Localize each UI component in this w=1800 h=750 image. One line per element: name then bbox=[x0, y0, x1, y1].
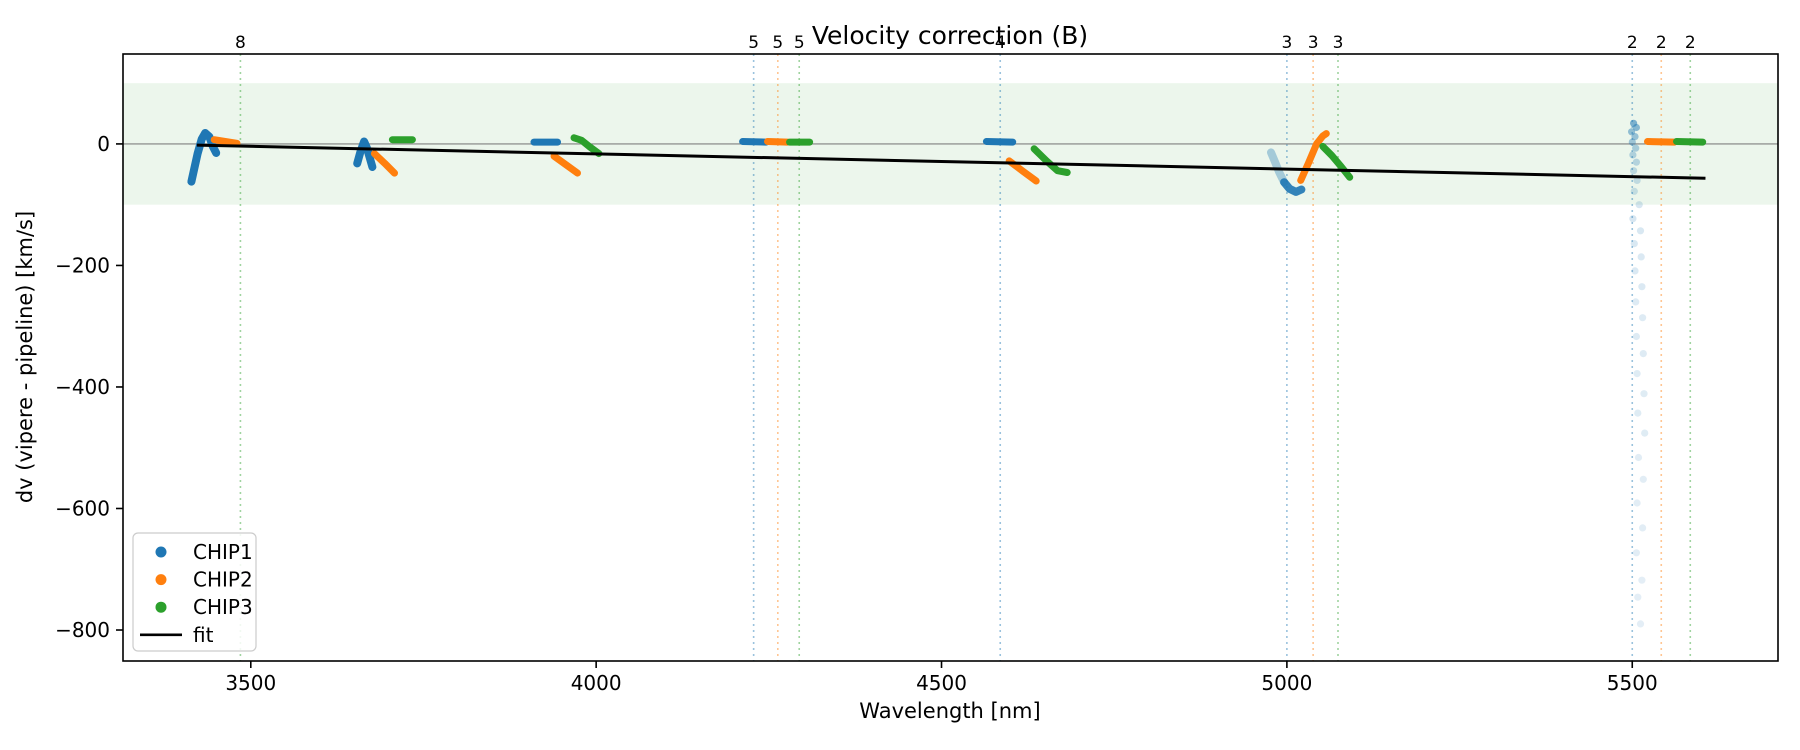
chip1-dot bbox=[1633, 370, 1641, 378]
y-tick-label: −800 bbox=[55, 618, 110, 642]
y-tick-label: −200 bbox=[55, 253, 110, 277]
axes-spines bbox=[122, 53, 1779, 662]
legend-marker-chip1 bbox=[155, 546, 167, 558]
chip1-dot bbox=[1632, 549, 1640, 557]
order-marker-count: 3 bbox=[1308, 33, 1319, 53]
chip1-dot bbox=[1631, 133, 1639, 141]
chip1-dot bbox=[1629, 151, 1637, 159]
chip2-segment bbox=[764, 138, 791, 146]
chip1-dot bbox=[1634, 593, 1642, 601]
chart-title: Velocity correction (B) bbox=[812, 21, 1088, 50]
order-marker-count: 5 bbox=[748, 33, 759, 53]
chip1-dot bbox=[1638, 283, 1646, 291]
chip1-dot bbox=[1639, 475, 1647, 483]
legend-label-chip3: CHIP3 bbox=[193, 595, 253, 619]
legend-label-chip2: CHIP2 bbox=[193, 568, 253, 592]
legend-label-chip1: CHIP1 bbox=[193, 540, 253, 564]
chip1-dot bbox=[1630, 167, 1638, 175]
chip3-segment bbox=[570, 134, 603, 158]
order-marker-count: 5 bbox=[772, 33, 783, 53]
x-tick-label: 5500 bbox=[1607, 671, 1658, 695]
chip1-dot bbox=[1634, 453, 1643, 462]
chip1-dot bbox=[1628, 138, 1636, 146]
chip1-dot bbox=[1638, 576, 1646, 584]
fit-line bbox=[196, 143, 1706, 180]
chip1-dot bbox=[1631, 267, 1639, 275]
chip1-dot bbox=[1636, 620, 1645, 628]
chip1-segment bbox=[739, 138, 770, 146]
chip1-segment bbox=[982, 138, 1017, 146]
x-tick-label: 4000 bbox=[571, 671, 622, 695]
legend-marker-chip3 bbox=[155, 601, 167, 613]
x-tick-label: 5000 bbox=[1261, 671, 1312, 695]
order-marker-count: 2 bbox=[1627, 33, 1638, 53]
order-marker-count: 2 bbox=[1656, 33, 1667, 53]
chip3-segment bbox=[1030, 145, 1071, 176]
chip1-dot bbox=[1629, 215, 1637, 223]
legend-marker-chip2 bbox=[155, 574, 167, 586]
chip1-dot bbox=[1639, 350, 1647, 358]
x-tick-label: 3500 bbox=[225, 671, 276, 695]
chip1-dot bbox=[1630, 240, 1638, 248]
chip1-dot bbox=[1632, 298, 1640, 306]
y-axis-label: dv (vipere - pipeline) [km/s] bbox=[13, 211, 37, 503]
order-marker-count: 8 bbox=[235, 33, 246, 53]
chip2-segment bbox=[210, 136, 241, 147]
chip1-segment bbox=[1280, 178, 1306, 196]
chip1-dot bbox=[1634, 409, 1642, 417]
chip1-dot bbox=[1640, 390, 1648, 398]
chip1-dot bbox=[1632, 158, 1640, 166]
chip1-dot bbox=[1632, 332, 1640, 341]
chip1-dot bbox=[1632, 144, 1640, 152]
chip1-dot bbox=[1641, 429, 1649, 437]
chip1-dot bbox=[1632, 123, 1640, 132]
y-tick-label: −400 bbox=[55, 375, 110, 399]
order-marker-count: 3 bbox=[1281, 33, 1292, 53]
legend-box bbox=[132, 532, 257, 652]
y-tick-label: −600 bbox=[55, 496, 110, 520]
legend-label-fit: fit bbox=[193, 623, 214, 647]
chip1-dot bbox=[1633, 176, 1641, 184]
chip3-segment bbox=[1319, 142, 1354, 181]
chip1-dot bbox=[1630, 187, 1638, 195]
chip1-segment bbox=[1267, 148, 1289, 187]
chip1-dot bbox=[1633, 499, 1641, 507]
order-marker-count: 3 bbox=[1333, 33, 1344, 53]
order-marker-count: 2 bbox=[1685, 33, 1696, 53]
chip1-dot bbox=[1639, 524, 1647, 532]
chip2-segment bbox=[370, 150, 398, 177]
x-axis-label: Wavelength [nm] bbox=[859, 699, 1040, 723]
chip1-dot bbox=[1639, 314, 1647, 322]
x-tick-label: 4500 bbox=[916, 671, 967, 695]
order-marker-count: 5 bbox=[794, 33, 805, 53]
chip2-segment bbox=[550, 152, 581, 177]
chip1-dot bbox=[1628, 128, 1636, 136]
order-marker-count: 4 bbox=[995, 33, 1006, 53]
chip1-dot bbox=[1637, 253, 1645, 261]
y-tick-label: 0 bbox=[97, 132, 110, 156]
chip3-segment bbox=[1673, 138, 1707, 146]
chip1-dot bbox=[1636, 227, 1645, 235]
chip2-segment bbox=[1644, 138, 1678, 146]
chip1-dot bbox=[1635, 201, 1643, 209]
chip1-segment bbox=[353, 137, 377, 171]
